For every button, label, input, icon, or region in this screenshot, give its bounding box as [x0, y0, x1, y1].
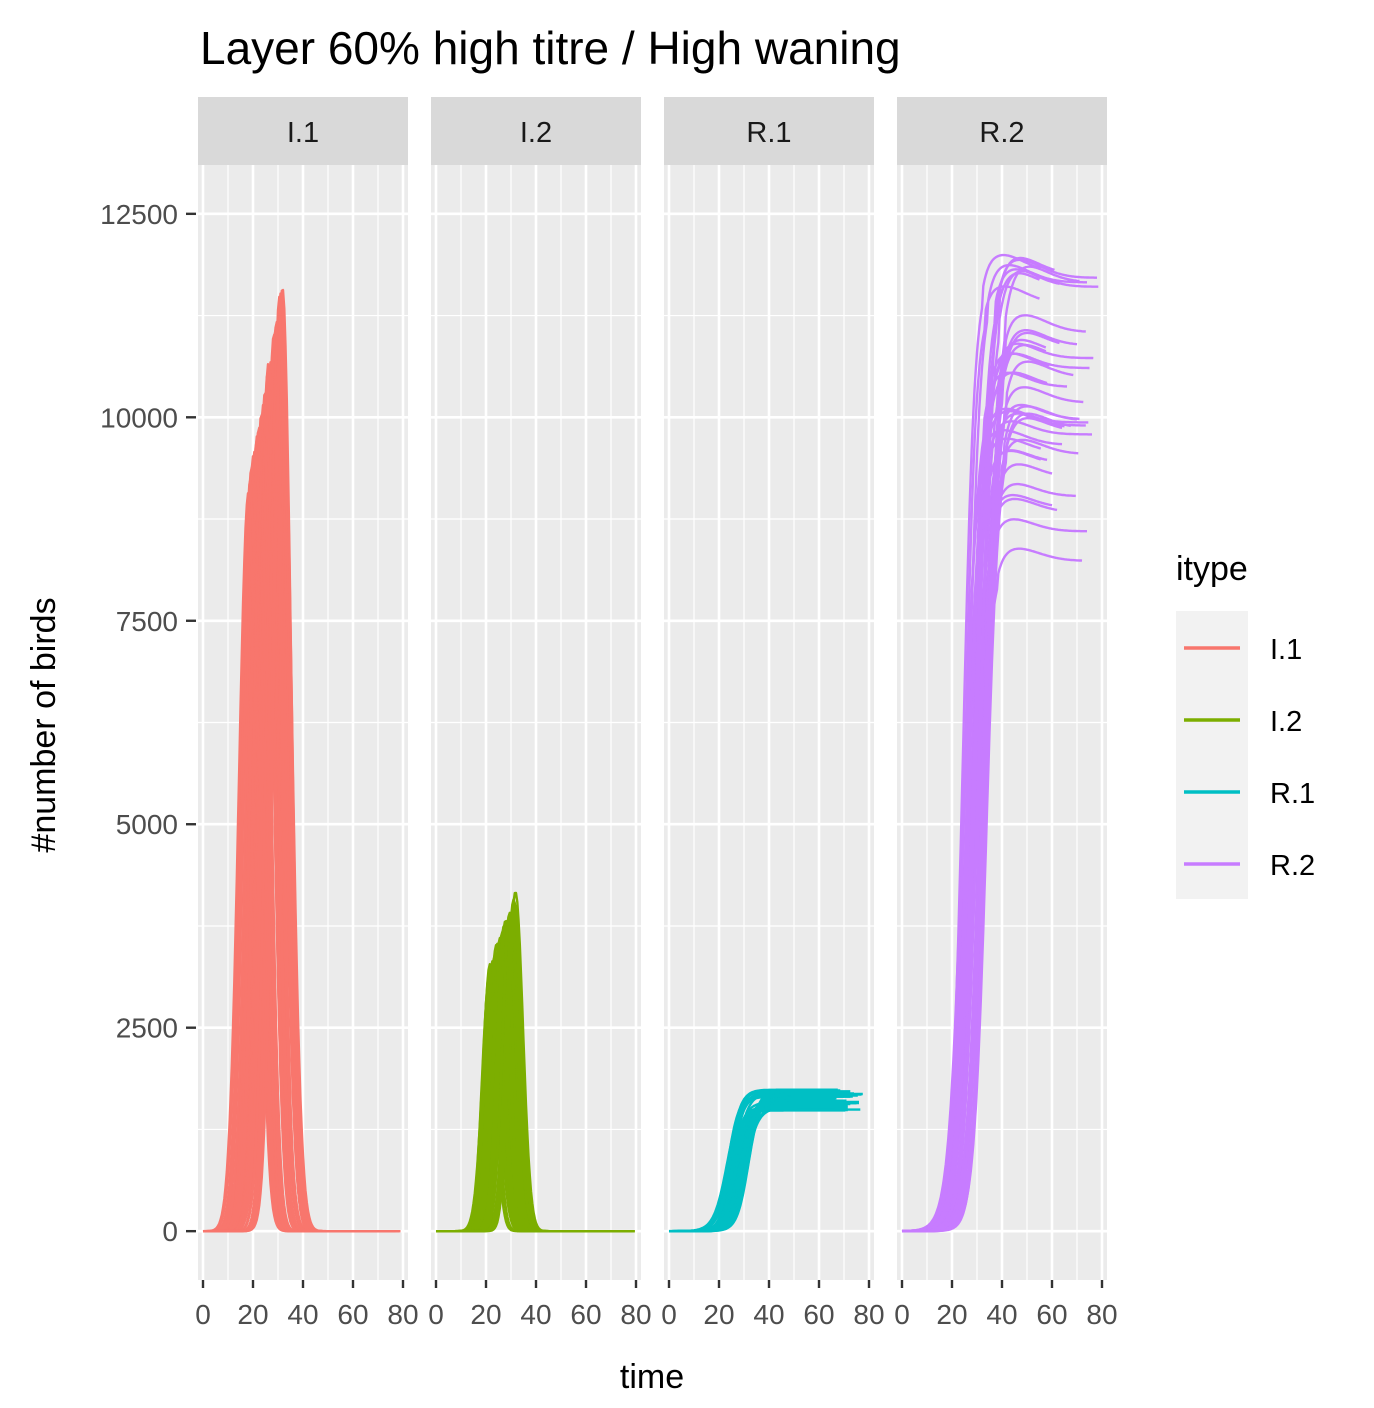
x-tick-label: 60 — [337, 1299, 368, 1330]
series-lines-R.1 — [669, 1088, 863, 1233]
x-tick-label: 60 — [1036, 1299, 1067, 1330]
x-axis-label: time — [620, 1358, 684, 1396]
x-tick-label: 0 — [894, 1299, 910, 1330]
x-tick-label: 80 — [853, 1299, 884, 1330]
y-tick-label: 5000 — [116, 809, 178, 840]
x-tick-label: 20 — [237, 1299, 268, 1330]
series-line-R.1 — [669, 1089, 834, 1233]
facet-panel-R.2: R.2 0 20 40 60 80 — [894, 97, 1118, 1330]
legend-label: I.1 — [1270, 634, 1302, 666]
facet-strip-label: I.1 — [287, 117, 319, 149]
x-tick-label: 60 — [570, 1299, 601, 1330]
facet-strip-label: I.2 — [520, 117, 552, 149]
facet-panel-R.1: R.1 0 20 40 60 80 — [661, 97, 885, 1330]
legend: itype I.1 I.2 R.1 R.2 — [1176, 550, 1315, 899]
x-tick-label: 20 — [470, 1299, 501, 1330]
x-tick-label: 40 — [520, 1299, 551, 1330]
x-tick-label: 40 — [753, 1299, 784, 1330]
facet-strip — [198, 97, 408, 165]
x-tick-label: 20 — [936, 1299, 967, 1330]
facet-strip — [897, 97, 1107, 165]
legend-label: I.2 — [1270, 706, 1302, 738]
x-tick-label: 80 — [620, 1299, 651, 1330]
legend-label: R.1 — [1270, 778, 1315, 810]
facet-strip-label: R.2 — [979, 117, 1024, 149]
facet-strip-label: R.1 — [746, 117, 791, 149]
x-tick-label: 80 — [387, 1299, 418, 1330]
series-lines-R.2 — [901, 253, 1099, 1233]
chart-title: Layer 60% high titre / High waning — [200, 22, 901, 74]
facet-strip — [664, 97, 874, 165]
series-line-I.1 — [203, 288, 353, 1233]
series-lines-I.2 — [436, 891, 635, 1233]
series-lines-I.1 — [202, 288, 401, 1233]
legend-title: itype — [1176, 550, 1248, 588]
y-tick-label: 0 — [162, 1216, 178, 1247]
x-tick-label: 0 — [661, 1299, 677, 1330]
y-tick-label: 10000 — [100, 402, 178, 433]
series-line-I.2 — [436, 891, 635, 1233]
x-tick-label: 20 — [703, 1299, 734, 1330]
facet-panel-I.2: I.2 0 20 40 60 80 — [428, 97, 652, 1330]
y-tick-label: 7500 — [116, 606, 178, 637]
y-tick-label: 2500 — [116, 1013, 178, 1044]
x-tick-label: 0 — [195, 1299, 211, 1330]
legend-label: R.2 — [1270, 850, 1315, 882]
y-tick-label: 12500 — [100, 199, 178, 230]
y-axis-label: #number of birds — [25, 597, 63, 852]
series-line-R.2 — [902, 412, 1072, 1233]
facet-panel-I.1: I.1 0 20 40 60 80 — [195, 97, 419, 1330]
x-tick-label: 60 — [803, 1299, 834, 1330]
y-axis: 0 2500 5000 7500 10000 12500 — [100, 199, 196, 1247]
legend-key-background — [1176, 611, 1248, 899]
x-tick-label: 40 — [287, 1299, 318, 1330]
x-tick-label: 0 — [428, 1299, 444, 1330]
facet-panels: I.1 0 20 40 60 80 I.2 0 20 40 60 80 R.1 0 20 40 60 80 R.2 0… — [195, 97, 1118, 1330]
facet-strip — [431, 97, 641, 165]
x-tick-label: 40 — [986, 1299, 1017, 1330]
x-tick-label: 80 — [1086, 1299, 1117, 1330]
